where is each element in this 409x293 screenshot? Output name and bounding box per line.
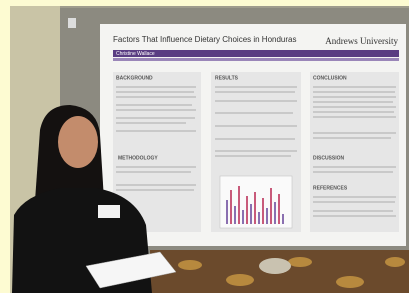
face xyxy=(58,116,98,168)
section-heading: BACKGROUND xyxy=(116,75,153,81)
section-heading: REFERENCES xyxy=(313,185,348,191)
section-heading: DISCUSSION xyxy=(313,155,345,161)
pin-card xyxy=(68,18,76,28)
institution: Andrews University xyxy=(325,36,398,46)
poster-figure xyxy=(220,176,292,228)
poster-title: Factors That Influence Dietary Choices i… xyxy=(113,35,297,44)
name-badge xyxy=(98,205,120,218)
section-heading: METHODOLOGY xyxy=(118,155,158,161)
author-band xyxy=(113,50,399,57)
section-heading: RESULTS xyxy=(215,75,239,81)
photo: Factors That Influence Dietary Choices i… xyxy=(0,0,409,293)
author: Christine Wallace xyxy=(116,51,155,57)
bag xyxy=(259,258,291,274)
band-stripe xyxy=(113,58,399,61)
section-heading: CONCLUSION xyxy=(313,75,347,81)
